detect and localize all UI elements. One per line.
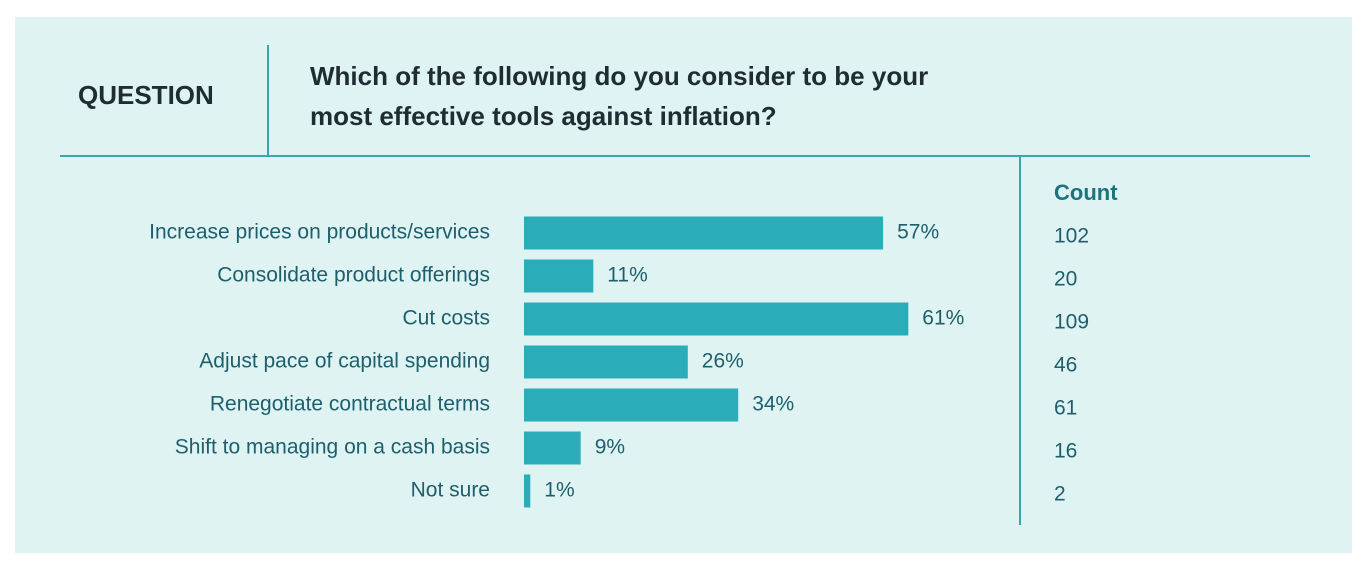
value-label: 34% bbox=[752, 393, 794, 416]
bar bbox=[524, 259, 594, 293]
count-value: 109 bbox=[1054, 311, 1089, 334]
value-label: 61% bbox=[922, 307, 964, 330]
value-label: 1% bbox=[544, 479, 574, 502]
category-label: Shift to managing on a cash basis bbox=[175, 436, 490, 459]
category-label: Renegotiate contractual terms bbox=[210, 393, 490, 416]
category-label: Adjust pace of capital spending bbox=[199, 350, 490, 373]
chart-title: Which of the following do you consider t… bbox=[310, 61, 929, 131]
category-label: Increase prices on products/services bbox=[149, 221, 490, 244]
value-label: 57% bbox=[897, 221, 939, 244]
bar bbox=[524, 388, 739, 422]
bar bbox=[524, 302, 909, 336]
panel bbox=[15, 17, 1352, 553]
bar bbox=[524, 474, 531, 508]
bar bbox=[524, 216, 884, 250]
count-value: 61 bbox=[1054, 397, 1077, 420]
count-value: 46 bbox=[1054, 354, 1077, 377]
value-label: 11% bbox=[607, 264, 647, 287]
count-header: Count bbox=[1054, 180, 1118, 205]
category-label: Consolidate product offerings bbox=[217, 264, 490, 287]
count-value: 20 bbox=[1054, 268, 1077, 291]
bar bbox=[524, 345, 688, 379]
value-label: 9% bbox=[595, 436, 625, 459]
question-label: QUESTION bbox=[78, 80, 214, 110]
count-value: 102 bbox=[1054, 225, 1089, 248]
value-label: 26% bbox=[702, 350, 744, 373]
category-label: Not sure bbox=[411, 479, 490, 502]
bar bbox=[524, 431, 581, 465]
category-label: Cut costs bbox=[402, 307, 490, 330]
count-value: 16 bbox=[1054, 440, 1077, 463]
count-value: 2 bbox=[1054, 483, 1066, 506]
